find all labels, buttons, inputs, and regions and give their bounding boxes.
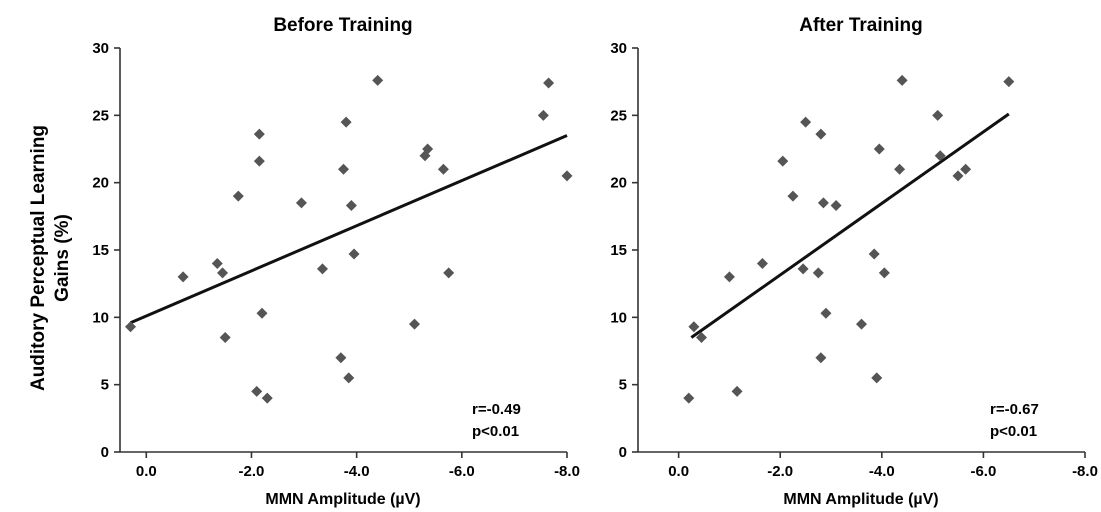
x-tick-label: -2.0	[239, 463, 265, 480]
data-point	[894, 163, 906, 175]
y-tick-label: 20	[610, 175, 627, 192]
data-point	[723, 271, 735, 283]
data-point	[343, 372, 355, 384]
data-point	[683, 392, 695, 404]
data-point	[952, 170, 964, 182]
y-tick-label: 20	[92, 175, 109, 192]
data-point	[295, 197, 307, 209]
data-point	[372, 74, 384, 86]
data-point	[256, 307, 268, 319]
data-point	[1003, 76, 1015, 88]
data-point	[253, 128, 265, 140]
x-tick-label: -8.0	[1072, 463, 1098, 480]
data-point	[873, 143, 885, 155]
chart-panel-before-training: Before Training MMN Amplitude (µV) r=-0.…	[92, 15, 580, 508]
data-point	[543, 77, 555, 89]
data-point	[408, 318, 420, 330]
correlation-label: r=-0.49	[472, 401, 521, 418]
data-point	[688, 321, 700, 333]
data-point	[934, 150, 946, 162]
data-point	[443, 267, 455, 279]
data-point	[787, 190, 799, 202]
data-point	[211, 257, 223, 269]
y-tick-label: 25	[92, 107, 109, 124]
data-point	[338, 163, 349, 175]
data-point	[820, 307, 832, 319]
data-point	[731, 385, 743, 397]
data-point	[797, 263, 809, 275]
data-point	[219, 332, 231, 344]
data-point	[800, 116, 812, 128]
data-point	[348, 248, 360, 260]
data-point	[335, 352, 347, 364]
x-tick-label: 0.0	[136, 463, 157, 480]
chart-title: After Training	[799, 15, 923, 36]
x-tick-label: -4.0	[869, 463, 895, 480]
regression-line	[690, 112, 1010, 339]
data-point	[878, 267, 890, 279]
data-point	[815, 128, 827, 140]
correlation-label: r=-0.67	[990, 401, 1039, 418]
p-value-label: p<0.01	[472, 423, 519, 440]
data-point	[815, 352, 827, 364]
y-tick-label: 0	[619, 444, 627, 461]
data-point	[871, 372, 883, 384]
data-point	[345, 200, 357, 212]
y-tick-label: 5	[101, 377, 109, 394]
data-point	[437, 163, 449, 175]
y-tick-label: 5	[619, 377, 627, 394]
data-point	[868, 248, 880, 260]
data-point	[232, 190, 244, 202]
x-axis-label: MMN Amplitude (µV)	[265, 491, 420, 508]
x-tick-label: 0.0	[668, 463, 689, 480]
y-tick-label: 30	[92, 40, 109, 57]
x-tick-label: -4.0	[344, 463, 370, 480]
x-tick-label: -8.0	[554, 463, 580, 480]
x-tick-label: -6.0	[970, 463, 996, 480]
chart-title: Before Training	[273, 15, 412, 36]
p-value-label: p<0.01	[990, 423, 1037, 440]
shared-y-axis-label-line1: Auditory Perceptual Learning	[28, 125, 49, 391]
data-point	[561, 170, 573, 182]
y-tick-label: 15	[610, 242, 627, 259]
data-point	[856, 318, 867, 330]
data-point	[932, 109, 944, 121]
chart-panel-after-training: After Training MMN Amplitude (µV) r=-0.6…	[610, 15, 1098, 508]
data-point	[177, 271, 189, 283]
data-point	[316, 263, 328, 275]
data-point	[756, 257, 768, 269]
x-tick-label: -2.0	[767, 463, 793, 480]
data-point	[777, 155, 789, 167]
y-tick-label: 0	[101, 444, 109, 461]
data-point	[125, 321, 137, 333]
shared-y-axis-label-line2: Gains (%)	[52, 214, 73, 302]
data-point	[537, 109, 549, 121]
data-point	[817, 197, 829, 209]
y-tick-label: 15	[92, 242, 109, 259]
data-point	[812, 267, 824, 279]
data-point	[896, 74, 908, 86]
y-tick-label: 30	[610, 40, 627, 57]
regression-line	[129, 134, 568, 325]
data-point	[830, 200, 842, 212]
data-point	[253, 155, 265, 167]
x-tick-label: -6.0	[449, 463, 475, 480]
data-point	[217, 267, 229, 279]
y-tick-label: 10	[610, 309, 627, 326]
data-point	[695, 332, 707, 344]
data-point	[261, 392, 273, 404]
y-tick-label: 25	[610, 107, 627, 124]
data-point	[422, 143, 434, 155]
data-point	[340, 116, 352, 128]
x-axis-label: MMN Amplitude (µV)	[783, 491, 938, 508]
data-point	[251, 385, 263, 397]
data-point	[960, 163, 972, 175]
y-tick-label: 10	[92, 309, 109, 326]
